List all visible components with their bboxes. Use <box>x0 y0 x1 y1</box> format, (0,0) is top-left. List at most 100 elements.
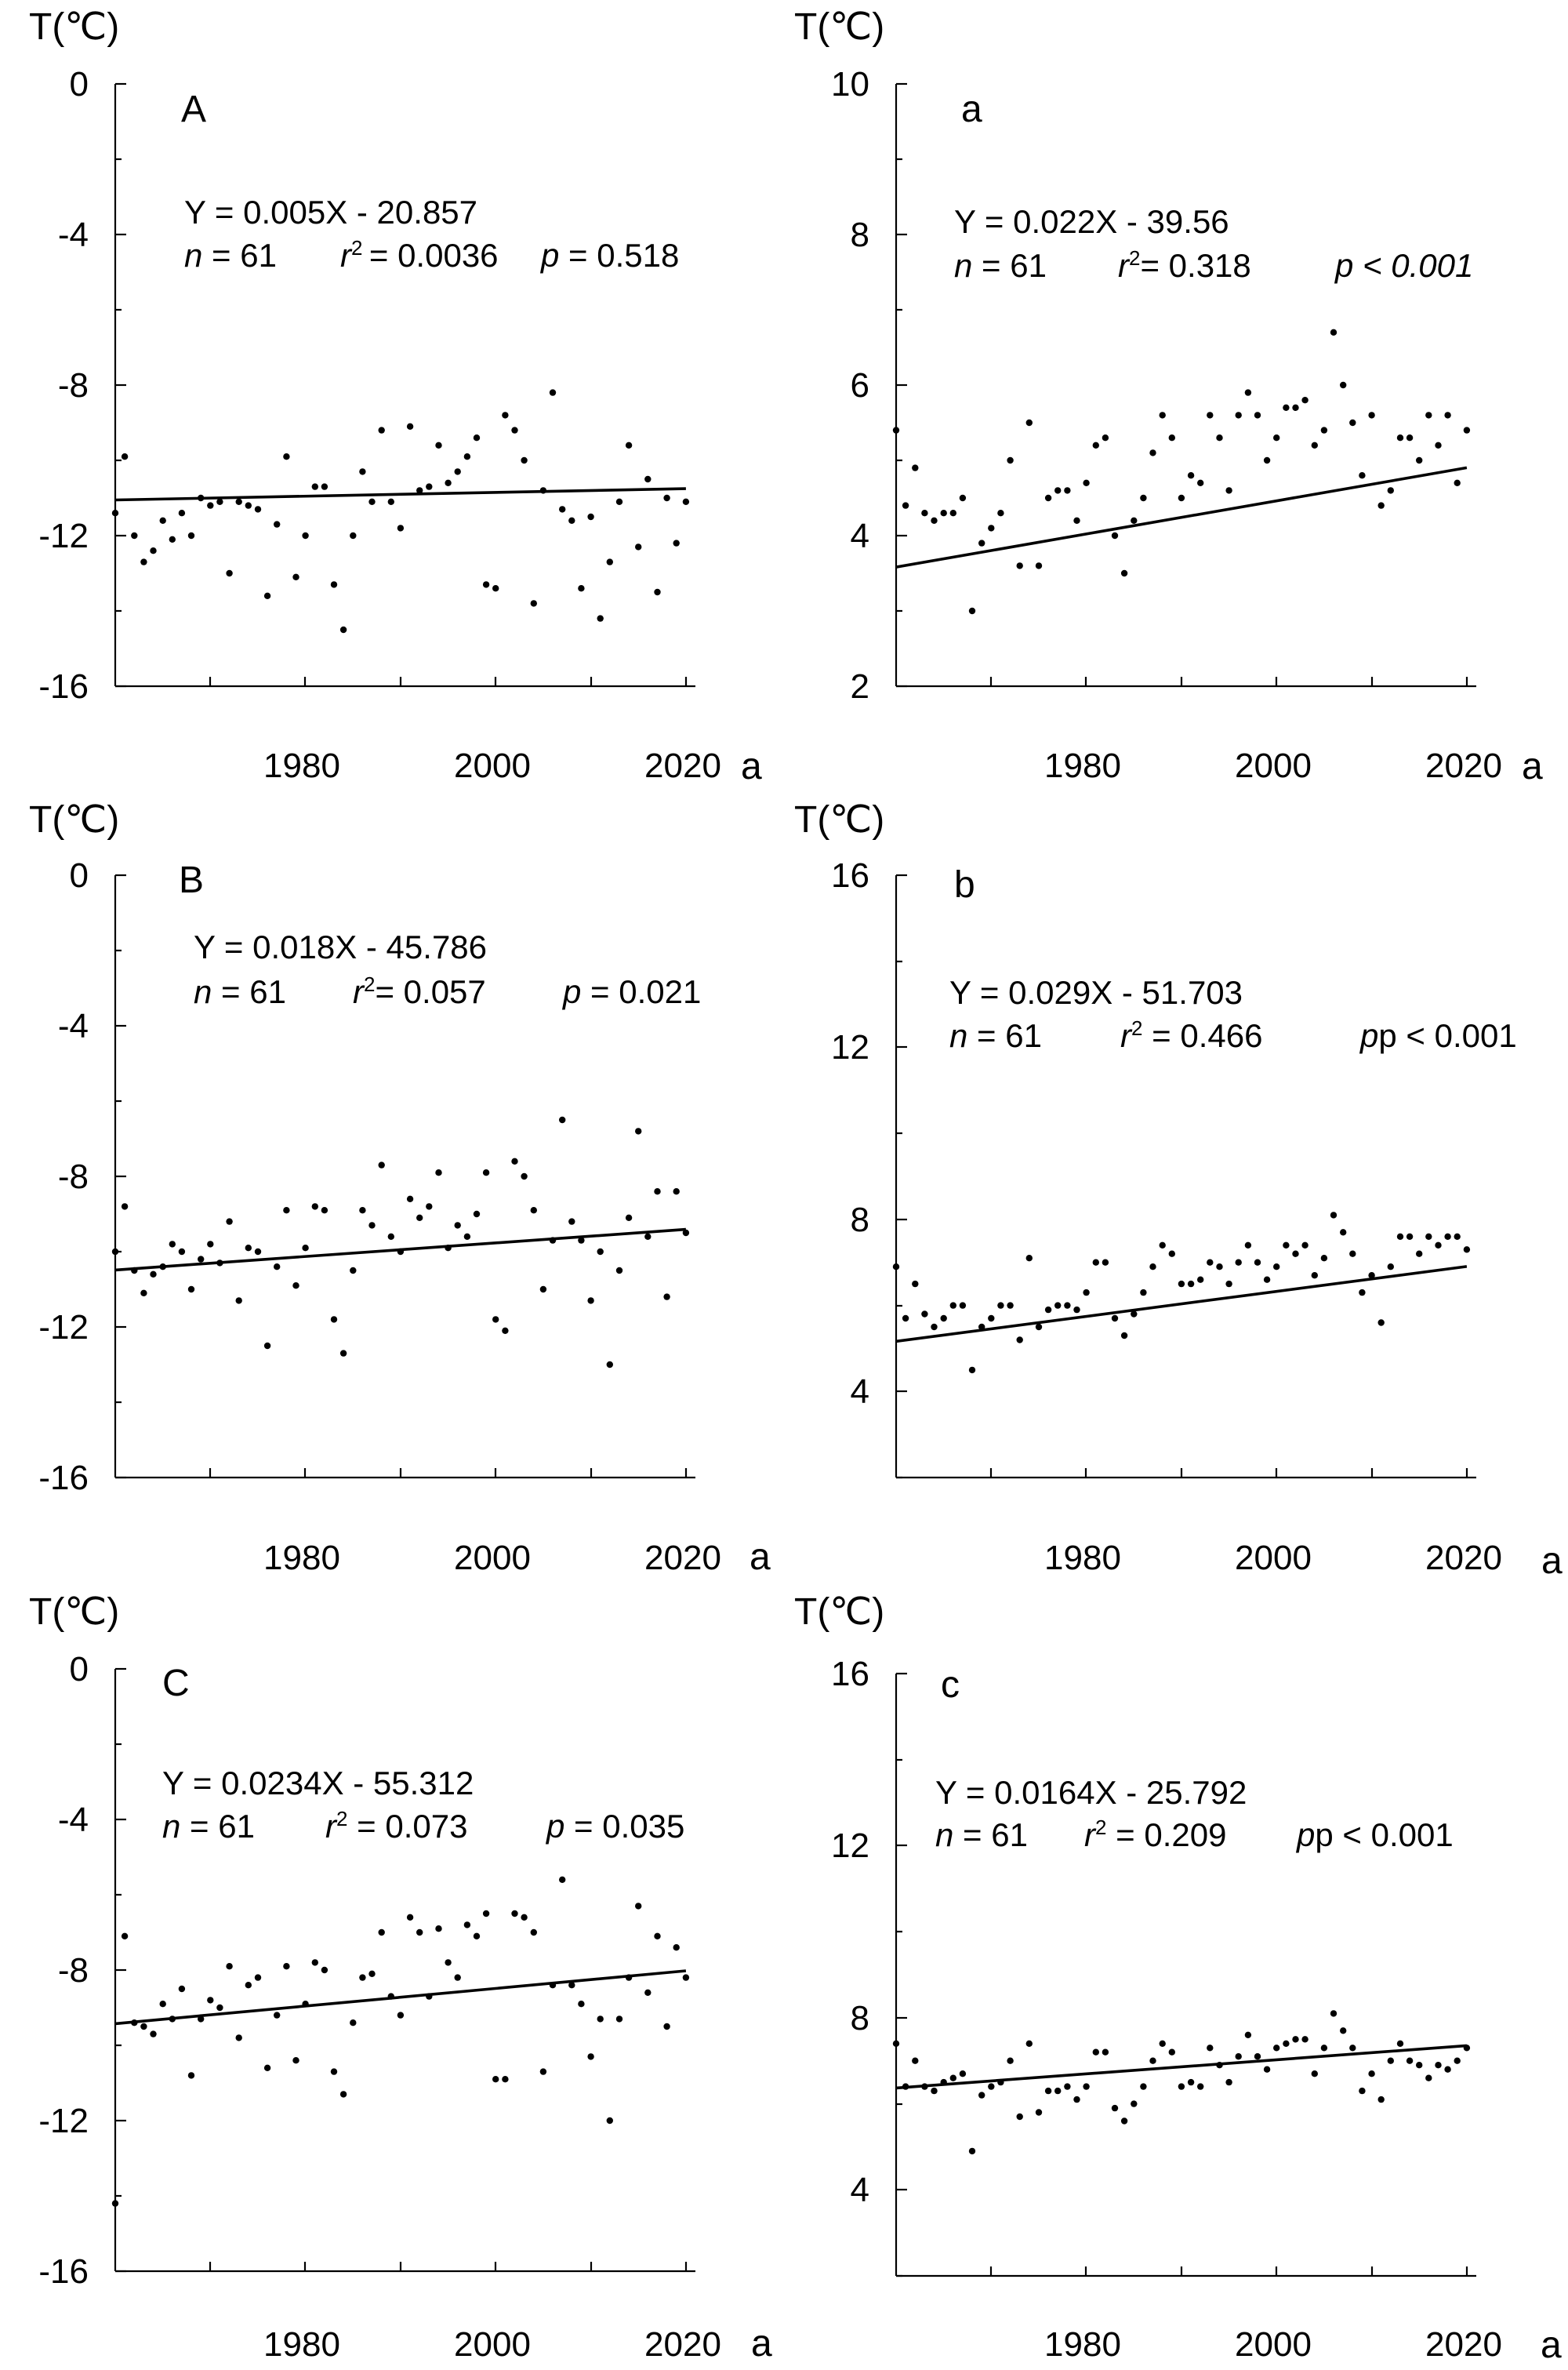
data-point <box>1273 1263 1280 1270</box>
data-point <box>1187 472 1195 479</box>
x-ticks <box>209 1468 688 1478</box>
data-point <box>1377 502 1385 509</box>
data-point <box>673 1944 680 1951</box>
r-squared: r2= 0.057 <box>353 972 486 1010</box>
data-point <box>1216 434 1223 442</box>
data-point <box>245 1245 252 1252</box>
data-point <box>1396 434 1404 442</box>
x-ticks <box>209 2262 688 2271</box>
p-value-text: = 0.035 <box>564 1808 684 1845</box>
data-point <box>235 498 242 505</box>
y-tick-label: 12 <box>831 1827 869 1865</box>
x-ticks <box>989 677 1468 686</box>
data-point <box>445 479 452 486</box>
data-point <box>292 573 299 580</box>
y-tick-label: 12 <box>831 1028 869 1067</box>
data-point <box>502 2076 509 2083</box>
data-point <box>1007 1302 1014 1309</box>
data-point <box>426 1203 433 1210</box>
data-point <box>1349 1250 1356 1257</box>
sample-size: n = 61 <box>184 237 277 274</box>
data-point <box>1016 1336 1023 1343</box>
r-squared: r2 = 0.073 <box>325 1807 467 1845</box>
data-point <box>1387 1263 1394 1270</box>
data-point <box>1359 472 1366 479</box>
y-tick-labels: 10 8 6 4 2 <box>831 65 869 706</box>
data-point <box>1283 2040 1290 2047</box>
data-point <box>931 1323 938 1331</box>
x-tick-label: 1980 <box>1044 747 1121 785</box>
data-point <box>330 581 338 588</box>
y-tick-label: -4 <box>58 1007 89 1045</box>
data-point <box>159 2001 166 2008</box>
data-point <box>350 532 357 540</box>
x-tick-label: 2000 <box>1235 747 1312 785</box>
data-point <box>511 1910 518 1917</box>
data-point <box>1111 2104 1119 2112</box>
data-point <box>245 1982 252 1989</box>
data-point <box>454 1974 461 1981</box>
panel-label: b <box>954 864 975 906</box>
data-point <box>597 615 604 622</box>
panel-label: B <box>179 860 204 901</box>
panel-a: T(℃) 10 8 6 4 2 <box>794 6 1543 787</box>
data-point <box>435 1169 442 1176</box>
data-point <box>1225 1280 1232 1288</box>
data-point <box>644 1233 652 1240</box>
data-point <box>1073 1306 1080 1314</box>
data-point <box>578 2001 585 2008</box>
y-tick-label: -16 <box>38 667 89 706</box>
data-point <box>321 1207 328 1214</box>
data-point <box>1301 2036 1308 2043</box>
data-point <box>1463 427 1471 434</box>
y-tick-label: 8 <box>851 1201 869 1239</box>
data-point <box>1254 2053 1261 2060</box>
data-point <box>1283 1241 1290 1249</box>
panel-B: T(℃) 0 -4 -8 -12 -16 <box>29 799 771 1578</box>
data-point <box>473 1932 481 1939</box>
data-point <box>912 1280 919 1288</box>
data-point <box>378 1161 385 1169</box>
data-point <box>198 1256 205 1263</box>
data-point <box>1301 1241 1308 1249</box>
data-point <box>949 1302 956 1309</box>
data-point <box>1054 487 1062 494</box>
x-tick-labels: 1980 2000 2020 <box>263 1539 721 1577</box>
regression-equation: Y = 0.018X - 45.786 <box>194 929 487 965</box>
y-tick-label: 0 <box>70 1650 89 1688</box>
y-tick-label: 2 <box>851 667 869 706</box>
data-point <box>1159 412 1166 419</box>
data-point <box>931 517 938 524</box>
data-point <box>892 1263 900 1270</box>
sample-size: n = 61 <box>162 1808 255 1845</box>
data-point <box>1083 479 1090 486</box>
data-point <box>226 569 233 577</box>
p-value-text: p < 0.001 <box>1378 1017 1516 1054</box>
data-point <box>615 2016 623 2023</box>
data-point <box>1263 456 1271 464</box>
panel-label: c <box>941 1664 960 1706</box>
panel-c: T(℃) 16 12 8 4 1980 2 <box>794 1591 1562 2366</box>
data-point <box>521 1914 528 1921</box>
data-point <box>1368 1272 1375 1279</box>
data-point <box>1235 1259 1242 1266</box>
sample-size-value: = 61 <box>212 973 286 1010</box>
x-tick-labels: 1980 2000 2020 <box>263 747 721 785</box>
y-tick-label: -16 <box>38 1459 89 1497</box>
data-point <box>568 1218 575 1225</box>
data-point <box>1435 1241 1442 1249</box>
data-point <box>521 1172 528 1180</box>
y-ticks <box>896 874 907 1479</box>
data-point <box>682 498 690 505</box>
data-point <box>988 2083 995 2090</box>
data-point <box>150 547 157 554</box>
data-point <box>559 506 566 513</box>
y-tick-label: -12 <box>38 1308 89 1347</box>
data-point <box>1025 1255 1033 1262</box>
data-point <box>988 525 995 532</box>
data-point <box>387 1233 394 1240</box>
x-tick-label: 1980 <box>263 1539 340 1577</box>
data-point <box>1054 2087 1062 2095</box>
data-point <box>1149 449 1156 456</box>
